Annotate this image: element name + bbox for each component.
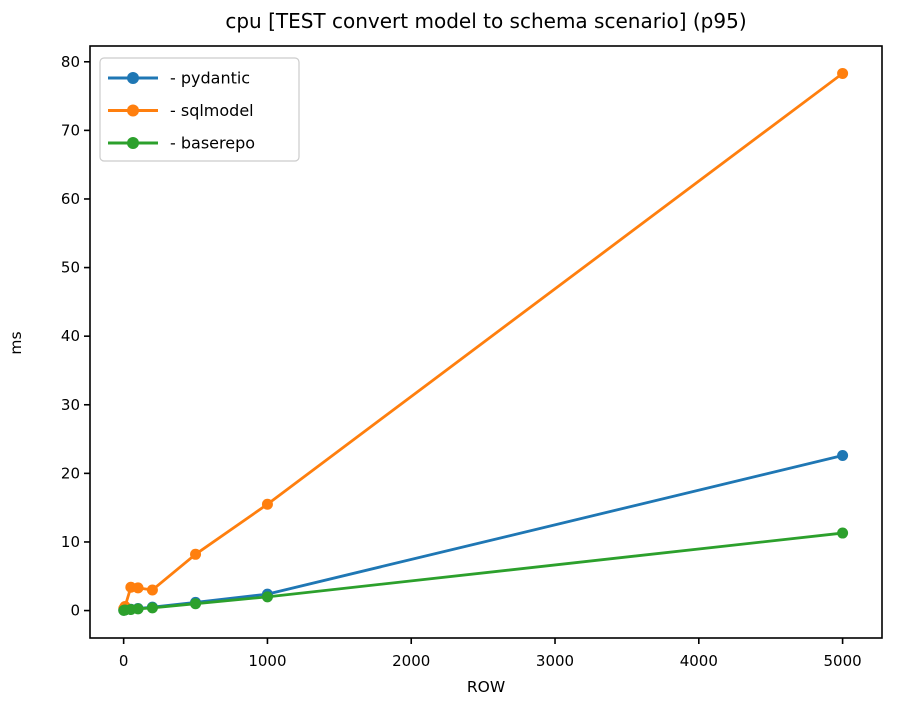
x-axis-label: ROW [466, 678, 506, 696]
data-point-sqlmodel [837, 67, 849, 79]
y-tick-label: 50 [61, 259, 80, 277]
x-tick-label: 4000 [680, 652, 718, 670]
y-tick-label: 70 [61, 121, 80, 139]
x-tick-label: 0 [119, 652, 129, 670]
y-tick-label: 80 [61, 53, 80, 71]
x-tick-label: 5000 [824, 652, 862, 670]
legend-label-sqlmodel: - sqlmodel [170, 101, 254, 120]
legend: - pydantic - sqlmodel - baserepo [99, 57, 300, 162]
legend-marker-pydantic [127, 72, 139, 84]
data-point-baserepo [837, 527, 849, 539]
y-tick-label: 10 [61, 533, 80, 551]
data-point-sqlmodel [190, 548, 202, 560]
legend-item-sqlmodel: - sqlmodel [108, 101, 254, 120]
y-tick-label: 20 [61, 464, 80, 482]
data-point-baserepo [190, 598, 202, 610]
y-tick-label: 60 [61, 190, 80, 208]
x-tick-label: 1000 [248, 652, 286, 670]
data-point-sqlmodel [146, 584, 158, 596]
data-point-sqlmodel [132, 582, 144, 594]
series-line-pydantic [123, 454, 843, 612]
y-axis-label: ms [7, 331, 25, 355]
y-tick-label: 40 [61, 327, 80, 345]
data-point-baserepo [146, 602, 158, 614]
x-tick-label: 2000 [392, 652, 430, 670]
legend-label-pydantic: - pydantic [170, 69, 250, 88]
data-point-pydantic [837, 450, 849, 462]
chart-title: cpu [TEST convert model to schema scenar… [225, 9, 747, 33]
y-tick-label: 0 [70, 602, 80, 620]
x-tick-label: 3000 [536, 652, 574, 670]
plot-series [118, 67, 849, 616]
legend-label-baserepo: - baserepo [170, 134, 255, 153]
axes: 0 1000 2000 3000 4000 5000 0 10 20 30 40 50 60 70 80 [61, 45, 883, 670]
legend-marker-baserepo [127, 137, 139, 149]
data-point-sqlmodel [261, 498, 273, 510]
y-axis: 0 10 20 30 40 50 60 70 80 [61, 53, 90, 620]
legend-marker-sqlmodel [127, 104, 139, 117]
y-tick-label: 30 [61, 396, 80, 414]
data-point-baserepo [132, 603, 144, 615]
x-axis: 0 1000 2000 3000 4000 5000 [119, 638, 862, 670]
series-baserepo [118, 527, 849, 616]
legend-item-baserepo: - baserepo [108, 134, 255, 153]
legend-box [99, 57, 300, 162]
plot-frame [89, 45, 883, 639]
legend-item-pydantic: - pydantic [108, 69, 250, 88]
data-point-baserepo [261, 591, 273, 603]
